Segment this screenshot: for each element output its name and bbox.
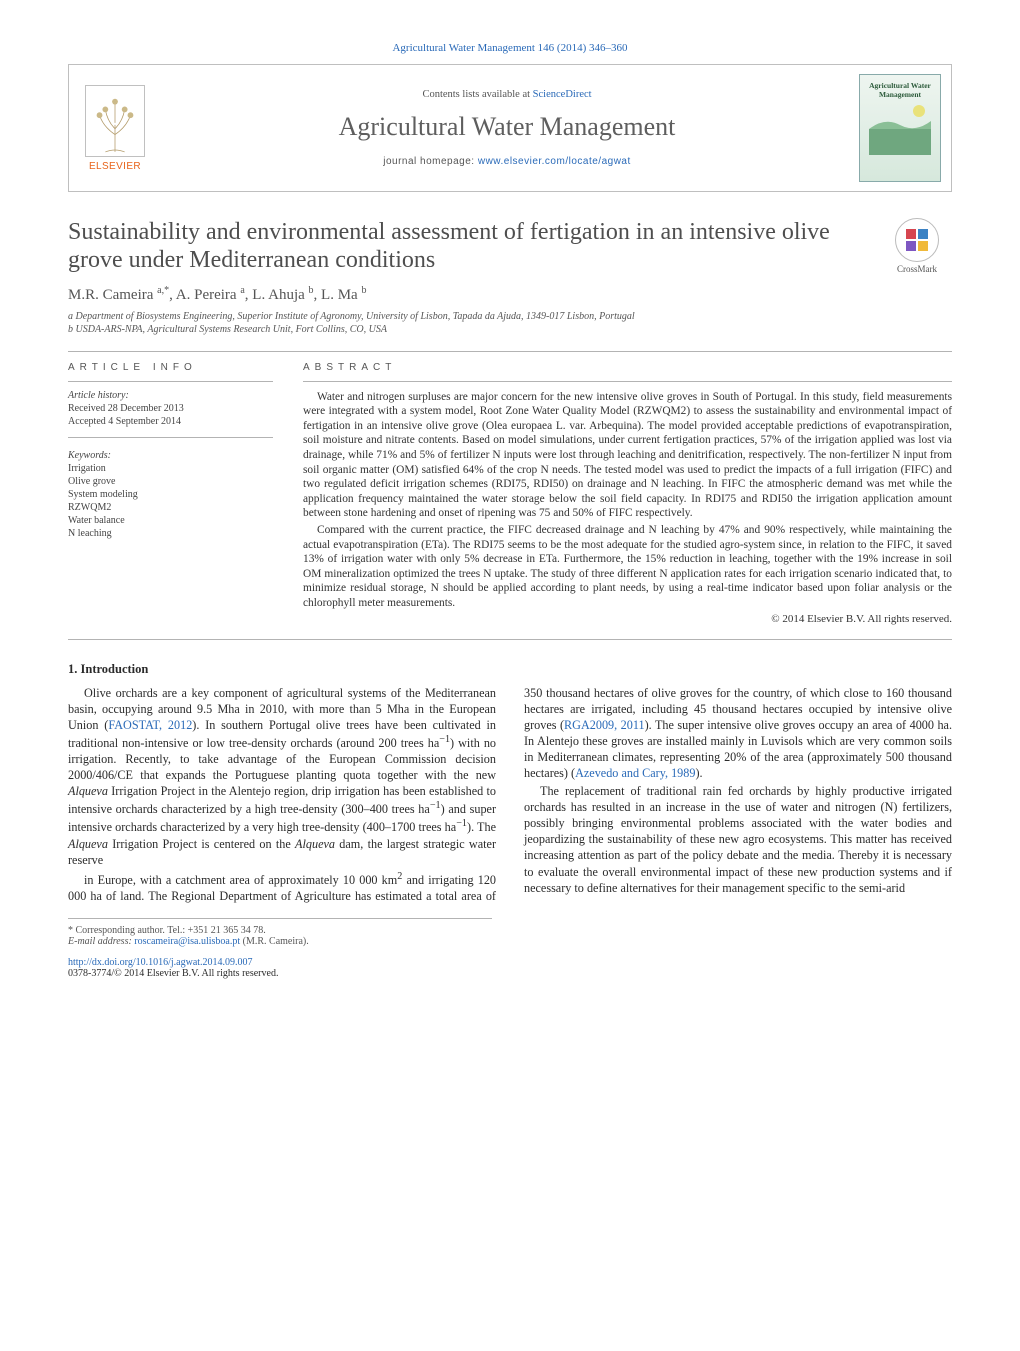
history-title: Article history: — [68, 390, 273, 401]
homepage-line: journal homepage: www.elsevier.com/locat… — [161, 156, 853, 167]
homepage-prefix: journal homepage: — [383, 156, 478, 167]
elsevier-logo-block: ELSEVIER — [69, 65, 161, 191]
abstract-copyright: © 2014 Elsevier B.V. All rights reserved… — [303, 613, 952, 625]
rule-top — [68, 351, 952, 352]
abstract-block: ABSTRACT Water and nitrogen surpluses ar… — [303, 362, 952, 625]
section-1-heading: 1. Introduction — [68, 662, 952, 677]
journal-cover-thumb: Agricultural Water Management — [859, 74, 941, 182]
header-center: Contents lists available at ScienceDirec… — [161, 89, 853, 167]
journal-name: Agricultural Water Management — [161, 112, 853, 142]
keyword: RZWQM2 — [68, 502, 273, 513]
history-received: Received 28 December 2013 — [68, 403, 273, 414]
article-info-heading: ARTICLE INFO — [68, 362, 273, 373]
keyword: N leaching — [68, 528, 273, 539]
email-suffix: (M.R. Cameira). — [240, 936, 309, 947]
article-info-block: ARTICLE INFO Article history: Received 2… — [68, 362, 273, 625]
keyword: Water balance — [68, 515, 273, 526]
homepage-link[interactable]: www.elsevier.com/locate/agwat — [478, 156, 631, 167]
crossmark-label: CrossMark — [897, 264, 937, 274]
keywords-title: Keywords: — [68, 450, 273, 461]
contents-prefix: Contents lists available at — [422, 89, 532, 100]
keyword: Irrigation — [68, 463, 273, 474]
journal-header: ELSEVIER Contents lists available at Sci… — [68, 64, 952, 192]
crossmark-badge[interactable]: CrossMark — [882, 218, 952, 274]
affiliation-a: a Department of Biosystems Engineering, … — [68, 310, 952, 324]
abstract-para-1: Water and nitrogen surpluses are major c… — [303, 390, 952, 521]
email-link[interactable]: roscameira@isa.ulisboa.pt — [134, 936, 240, 947]
doi-block: http://dx.doi.org/10.1016/j.agwat.2014.0… — [68, 957, 952, 979]
paper-title: Sustainability and environmental assessm… — [68, 218, 848, 275]
authors-line: M.R. Cameira a,*, A. Pereira a, L. Ahuja… — [68, 285, 952, 304]
contents-line: Contents lists available at ScienceDirec… — [161, 89, 853, 100]
email-label: E-mail address: — [68, 936, 134, 947]
intro-para-3: The replacement of traditional rain fed … — [524, 783, 952, 896]
abstract-heading: ABSTRACT — [303, 362, 952, 373]
sciencedirect-link[interactable]: ScienceDirect — [533, 89, 592, 100]
issn-copyright: 0378-3774/© 2014 Elsevier B.V. All right… — [68, 968, 278, 979]
history-accepted: Accepted 4 September 2014 — [68, 416, 273, 427]
body-columns: Olive orchards are a key component of ag… — [68, 685, 952, 904]
crossmark-icon — [895, 218, 939, 262]
cover-title: Agricultural Water Management — [864, 81, 936, 99]
elsevier-wordmark: ELSEVIER — [89, 161, 141, 172]
footnotes: * Corresponding author. Tel.: +351 21 36… — [68, 918, 492, 947]
rule-bottom — [68, 639, 952, 640]
abstract-para-2: Compared with the current practice, the … — [303, 523, 952, 611]
elsevier-tree-icon — [85, 85, 145, 157]
keyword: Olive grove — [68, 476, 273, 487]
doi-link[interactable]: http://dx.doi.org/10.1016/j.agwat.2014.0… — [68, 957, 253, 968]
corresponding-author: * Corresponding author. Tel.: +351 21 36… — [68, 925, 492, 936]
intro-para-1: Olive orchards are a key component of ag… — [68, 685, 496, 868]
affiliation-b: b USDA-ARS-NPA, Agricultural Systems Res… — [68, 323, 952, 337]
keyword: System modeling — [68, 489, 273, 500]
running-citation: Agricultural Water Management 146 (2014)… — [68, 42, 952, 54]
